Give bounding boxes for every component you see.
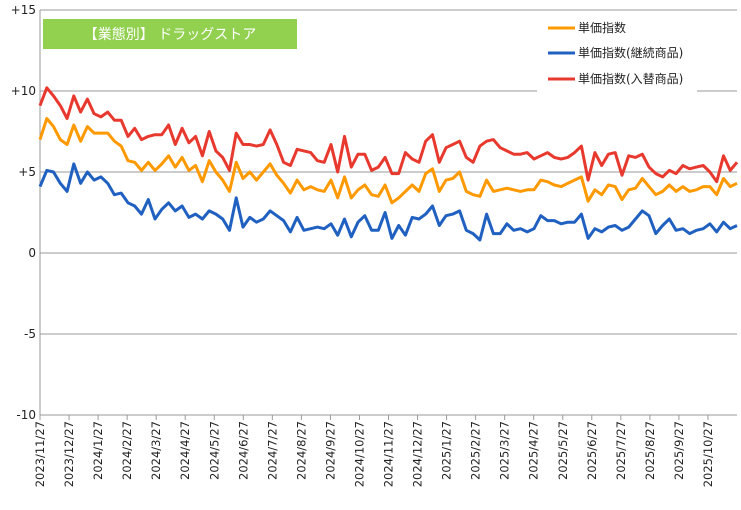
chart-title: 【業態別】 ドラッグストア bbox=[84, 27, 256, 43]
x-tick-label: 2024/2/27 bbox=[120, 421, 134, 480]
x-tick-label: 2024/12/27 bbox=[411, 421, 425, 487]
x-tick-label: 2024/11/27 bbox=[382, 421, 396, 487]
x-tick-label: 2025/4/27 bbox=[527, 421, 541, 480]
x-tick-label: 2023/12/27 bbox=[62, 421, 76, 487]
x-tick-label: 2024/7/27 bbox=[265, 421, 279, 480]
y-tick-label: -5 bbox=[24, 327, 36, 341]
x-tick-label: 2024/10/27 bbox=[352, 421, 366, 487]
chart-title-box bbox=[43, 19, 297, 49]
series-line-0 bbox=[38, 117, 738, 205]
x-tick-label: 2025/9/27 bbox=[672, 421, 686, 480]
series-line-1 bbox=[38, 162, 738, 242]
x-tick-label: 2025/7/27 bbox=[614, 421, 628, 480]
x-tick-label: 2025/8/27 bbox=[643, 421, 657, 480]
legend: 単価指数 単価指数(継続商品) 単価指数(入替商品) bbox=[548, 20, 683, 86]
x-tick-label: 2024/4/27 bbox=[178, 421, 192, 480]
x-tick-label: 2025/6/27 bbox=[585, 421, 599, 480]
y-tick-label: +10 bbox=[11, 84, 36, 98]
legend-label-replaced-items: 単価指数(入替商品) bbox=[578, 71, 683, 86]
legend-label-continuing-items: 単価指数(継続商品) bbox=[578, 45, 683, 60]
x-tick-label: 2025/5/27 bbox=[556, 421, 570, 480]
x-tick-label: 2024/6/27 bbox=[236, 421, 250, 480]
x-tick-label: 2025/10/27 bbox=[701, 421, 715, 487]
y-tick-label: +5 bbox=[18, 165, 36, 179]
x-axis-ticks: 2023/11/27 2023/12/27 2024/1/27 2024/2/27 20… bbox=[33, 415, 715, 487]
x-tick-label: 2024/1/27 bbox=[91, 421, 105, 480]
x-tick-label: 2024/5/27 bbox=[207, 421, 221, 480]
y-tick-label: 0 bbox=[28, 246, 36, 260]
x-tick-label: 2024/8/27 bbox=[294, 421, 308, 480]
series-line-2 bbox=[38, 86, 739, 184]
x-tick-label: 2025/2/27 bbox=[469, 421, 483, 480]
y-tick-label: +15 bbox=[11, 3, 36, 17]
series-lines bbox=[38, 86, 739, 242]
x-tick-label: 2024/9/27 bbox=[323, 421, 337, 480]
x-tick-label: 2023/11/27 bbox=[33, 421, 47, 487]
y-axis-ticks: +15 +10 +5 0 -5 -10 bbox=[11, 3, 36, 422]
x-tick-label: 2024/3/27 bbox=[149, 421, 163, 480]
x-tick-label: 2025/1/27 bbox=[440, 421, 454, 480]
x-tick-label: 2025/3/27 bbox=[498, 421, 512, 480]
y-tick-label: -10 bbox=[16, 408, 36, 422]
legend-label-unit-price-index: 単価指数 bbox=[578, 20, 626, 35]
